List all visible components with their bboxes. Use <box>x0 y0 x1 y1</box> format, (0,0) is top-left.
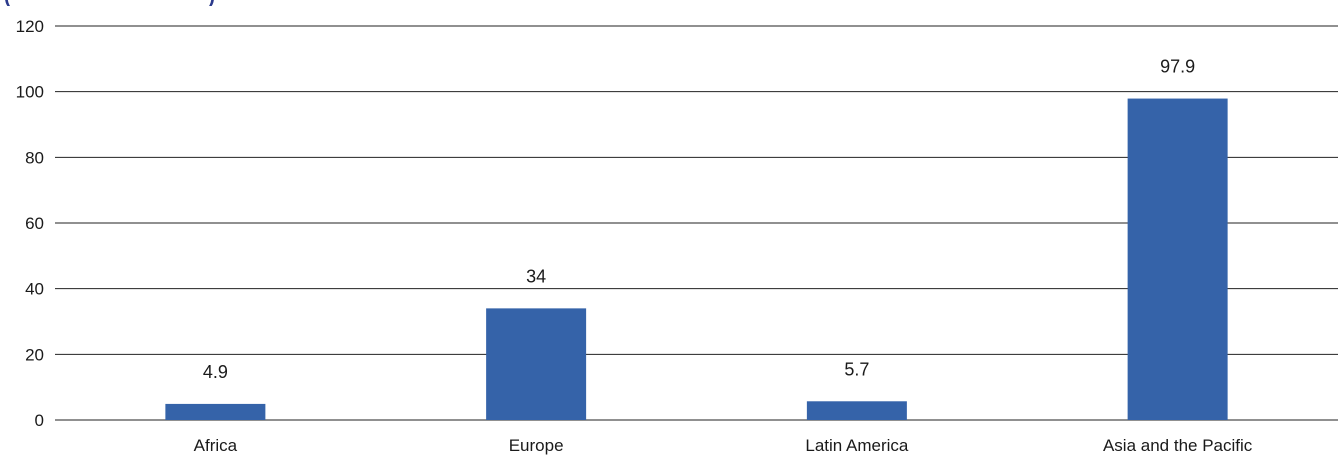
bars <box>165 98 1228 420</box>
gridlines <box>55 25 1338 421</box>
data-label-europe: 34 <box>526 266 546 286</box>
y-tick-label-60: 60 <box>25 214 44 233</box>
y-tick-label-100: 100 <box>16 83 44 102</box>
data-labels: 4.9 34 5.7 97.9 <box>203 57 1195 382</box>
bar-europe <box>486 308 587 420</box>
y-axis-ticks: 0 20 40 60 80 100 120 <box>16 17 44 430</box>
x-tick-label-africa: Africa <box>194 436 238 455</box>
chart-title-partial: ( ) <box>4 0 216 6</box>
y-tick-label-20: 20 <box>25 345 44 364</box>
bar-asia-and-the-pacific <box>1127 98 1228 420</box>
x-axis-ticks: Africa Europe Latin America Asia and the Pa… <box>194 436 1253 455</box>
x-tick-label-europe: Europe <box>509 436 564 455</box>
x-tick-label-asia-and-the-pacific: Asia and the Pacific <box>1103 436 1253 455</box>
y-tick-label-80: 80 <box>25 148 44 167</box>
bar-latin-america <box>806 401 907 420</box>
bar-africa <box>165 403 266 420</box>
chart-title-partial-text: ( ) <box>4 0 216 6</box>
y-tick-label-40: 40 <box>25 280 44 299</box>
x-tick-label-latin-america: Latin America <box>805 436 909 455</box>
data-label-latin-america: 5.7 <box>844 359 869 379</box>
y-tick-label-120: 120 <box>16 17 44 36</box>
y-tick-label-0: 0 <box>35 411 44 430</box>
data-label-asia-and-the-pacific: 97.9 <box>1160 57 1195 77</box>
data-label-africa: 4.9 <box>203 362 228 382</box>
